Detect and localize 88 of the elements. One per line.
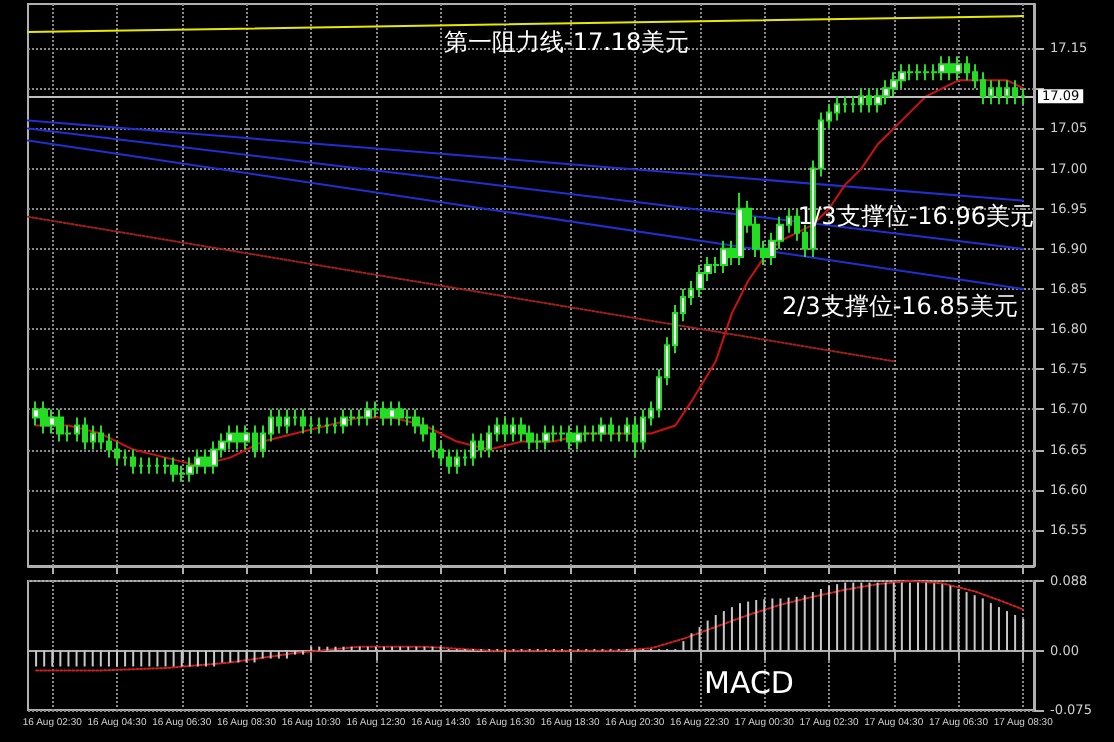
candlestick (906, 63, 914, 82)
candlestick (882, 79, 890, 106)
candlestick (996, 79, 1002, 106)
annotation: 2/3支撑位-16.85美元 (782, 292, 1018, 320)
candlestick (542, 424, 550, 451)
candlestick (720, 239, 728, 274)
candlestick (980, 71, 986, 106)
candlestick (396, 400, 404, 427)
annotation: 第一阻力线-17.18美元 (444, 28, 690, 56)
candlestick (106, 432, 112, 459)
candlestick (114, 440, 120, 467)
candlestick (736, 191, 744, 266)
candlestick (146, 456, 152, 475)
candlestick (566, 424, 574, 451)
candlestick (284, 408, 290, 435)
candlestick (550, 424, 558, 443)
candlestick (526, 424, 534, 451)
candlestick (194, 448, 202, 475)
candlestick (954, 55, 962, 82)
candlestick (202, 448, 210, 475)
candlestick (162, 456, 170, 475)
candlestick (364, 400, 372, 427)
candlestick (502, 416, 508, 443)
candlestick (470, 432, 476, 467)
candlestick (486, 424, 492, 459)
candlestick (404, 408, 412, 427)
candlestick (890, 71, 898, 98)
candlestick (850, 95, 856, 114)
candlestick (226, 424, 234, 451)
candlestick (276, 408, 282, 435)
candlestick (858, 87, 864, 114)
candlestick (82, 416, 88, 451)
candlestick (308, 416, 314, 435)
candlestick (874, 87, 882, 114)
candlestick (154, 456, 160, 475)
candlestick (914, 63, 922, 82)
candlestick (478, 432, 484, 459)
candlestick (388, 400, 396, 427)
candlestick (300, 408, 306, 435)
candlestick (348, 408, 356, 427)
candlestick (988, 79, 994, 106)
candlestick (898, 63, 906, 90)
candlestick (930, 63, 938, 82)
candlestick (380, 400, 388, 427)
candlestick (1020, 87, 1026, 106)
candlestick (590, 424, 598, 443)
candlestick (922, 63, 930, 82)
candlestick (598, 416, 606, 443)
candlestick (534, 432, 542, 451)
candlestick (48, 408, 56, 435)
candlestick (98, 424, 104, 451)
candlestick (616, 424, 622, 443)
candlestick (242, 424, 250, 451)
candlestick (292, 408, 298, 427)
annotation: MACD (704, 665, 794, 701)
candlestick (412, 408, 420, 435)
candlestick (446, 448, 452, 475)
candlestick (582, 424, 590, 443)
candlestick (40, 400, 48, 435)
candlestick (130, 448, 136, 475)
candlestick (56, 408, 64, 443)
candlestick (170, 456, 178, 483)
candlestick (340, 408, 348, 435)
candlestick (234, 424, 242, 451)
candlestick (1012, 79, 1018, 106)
candlestick (186, 456, 194, 483)
candlestick (938, 55, 946, 82)
candlestick (834, 95, 840, 122)
candlestick (454, 448, 460, 475)
candlestick (210, 440, 218, 475)
candlestick (324, 416, 330, 435)
candlestick (372, 400, 380, 419)
candlestick (842, 95, 848, 114)
candlestick (32, 400, 40, 427)
candlestick (946, 55, 954, 82)
candlestick (316, 416, 322, 435)
candlestick (122, 448, 128, 467)
candlestick (1004, 79, 1010, 106)
candlestick (90, 424, 96, 451)
candlestick (356, 408, 364, 427)
candlestick (138, 456, 144, 475)
candlestick (696, 263, 704, 299)
candlestick (574, 424, 582, 451)
candlestick (632, 416, 638, 459)
candlestick (178, 464, 186, 483)
candlestick (558, 424, 566, 443)
candlestick (518, 416, 526, 443)
candlestick (640, 408, 646, 451)
